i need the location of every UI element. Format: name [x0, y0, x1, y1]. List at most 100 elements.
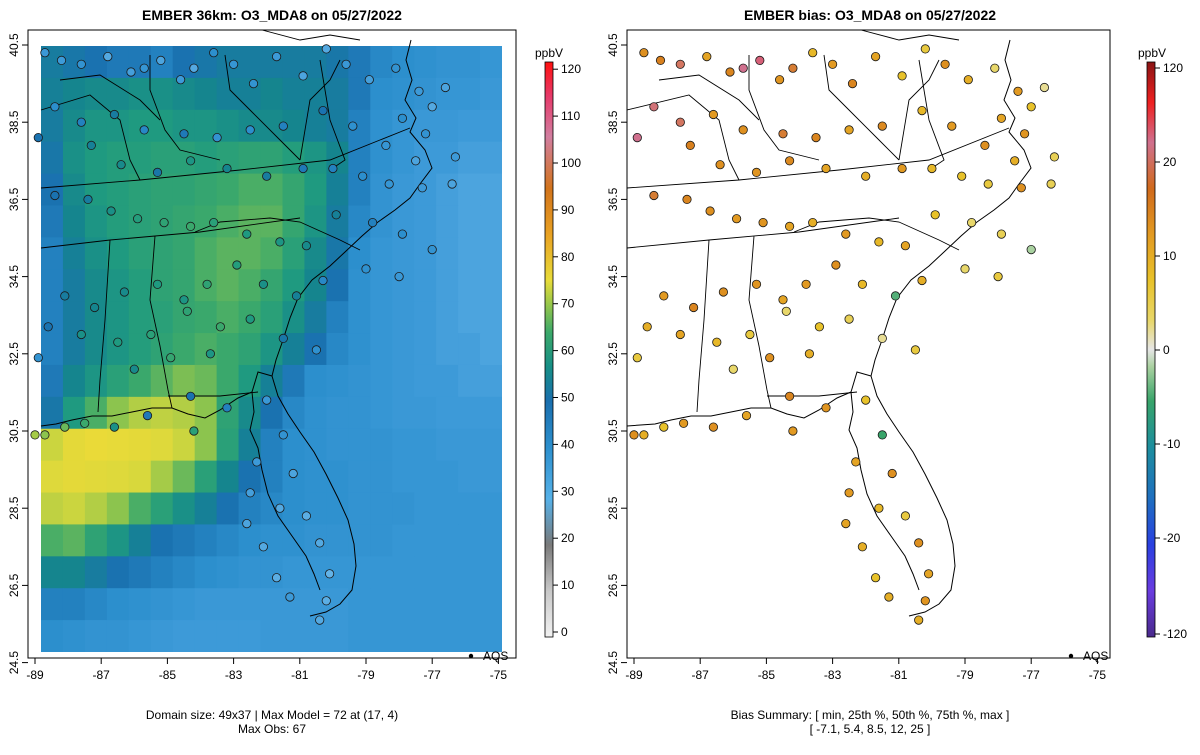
left-state-borders — [40, 30, 411, 413]
grid-cell — [458, 301, 481, 334]
obs-station-marker — [202, 279, 212, 289]
grid-cell — [62, 333, 86, 366]
bias-station-marker — [857, 279, 868, 289]
grid-cell — [282, 556, 306, 589]
grid-cell — [436, 364, 459, 398]
grid-cell — [480, 364, 502, 398]
right-colorbar — [1146, 61, 1156, 638]
grid-cell — [128, 333, 152, 366]
obs-station-marker — [328, 163, 338, 174]
obs-station-marker — [176, 75, 186, 85]
grid-cell — [282, 109, 306, 143]
bias-station-marker — [1049, 152, 1060, 162]
obs-station-marker — [179, 295, 189, 305]
grid-cell — [392, 428, 415, 462]
obs-station-marker — [189, 63, 199, 73]
grid-cell — [370, 301, 393, 334]
right-footer-line1: Bias Summary: [ min, 25th %, 50th %, 75t… — [731, 708, 1010, 722]
grid-cell — [436, 556, 459, 589]
grid-cell — [238, 492, 262, 526]
grid-cell — [458, 269, 481, 302]
bias-station-marker — [758, 218, 768, 228]
grid-cell — [106, 333, 130, 366]
grid-cell — [480, 301, 502, 334]
grid-cell — [172, 173, 196, 207]
grid-cell — [282, 173, 306, 207]
right-coastline — [627, 39, 1032, 617]
grid-cell — [282, 428, 306, 462]
x-tick-label: -79 — [357, 668, 375, 682]
colorbar-tick-label: 20 — [561, 531, 575, 545]
grid-cell — [106, 524, 130, 557]
grid-cell — [436, 269, 459, 302]
y-tick-label: 38.5 — [7, 110, 21, 134]
grid-cell — [458, 460, 481, 494]
grid-cell — [194, 620, 218, 652]
x-tick-label: -81 — [291, 668, 309, 682]
colorbar-tick-label: 70 — [561, 297, 575, 311]
grid-cell — [194, 524, 218, 557]
grid-cell — [62, 237, 86, 270]
grid-cell — [150, 141, 174, 175]
bias-station-marker — [755, 55, 765, 66]
obs-station-marker — [394, 271, 404, 282]
grid-cell — [84, 396, 108, 430]
grid-cell — [326, 460, 349, 494]
grid-cell — [128, 492, 152, 526]
grid-cell — [194, 141, 218, 175]
obs-station-marker — [113, 337, 123, 347]
grid-cell — [128, 77, 152, 111]
grid-cell — [84, 205, 108, 238]
grid-cell — [194, 588, 218, 621]
colorbar-tick-label: -120 — [1163, 627, 1187, 641]
bias-station-marker — [1019, 129, 1030, 139]
grid-cell — [194, 173, 218, 207]
bias-station-marker — [778, 295, 788, 305]
bias-station-marker — [1046, 179, 1056, 189]
obs-station-marker — [159, 218, 169, 228]
grid-cell — [370, 333, 393, 366]
obs-station-marker — [189, 426, 199, 436]
obs-station-marker — [275, 503, 285, 513]
grid-cell — [392, 77, 415, 111]
bias-station-marker — [930, 210, 940, 220]
obs-station-marker — [209, 48, 219, 58]
bias-station-marker — [659, 291, 669, 301]
obs-station-marker — [348, 121, 358, 131]
left-plot-frame — [27, 29, 517, 659]
grid-cell — [216, 620, 240, 652]
bias-station-marker — [774, 75, 785, 85]
grid-cell — [128, 524, 152, 557]
grid-cell — [458, 588, 481, 621]
grid-cell — [84, 460, 108, 494]
obs-station-marker — [50, 190, 60, 201]
grid-cell — [392, 524, 415, 557]
grid-cell — [216, 460, 240, 494]
obs-station-marker — [119, 287, 130, 297]
obs-station-marker — [275, 237, 285, 247]
bias-station-marker — [887, 468, 897, 479]
grid-cell — [392, 237, 415, 270]
grid-cell — [458, 237, 481, 270]
right-legend-label: AQS — [1083, 649, 1108, 663]
grid-cell — [216, 269, 240, 302]
grid-cell — [41, 109, 64, 143]
grid-cell — [238, 333, 262, 366]
grid-cell — [458, 556, 481, 589]
grid-cell — [282, 396, 306, 430]
grid-cell — [238, 460, 262, 494]
grid-cell — [370, 46, 393, 79]
bias-station-marker — [808, 48, 818, 58]
left-y-axis: 40.5 38.5 36.5 34.5 32.5 30.5 28.5 26.5 24.5 — [7, 33, 28, 674]
bias-station-marker — [983, 179, 993, 189]
bias-station-marker — [718, 287, 729, 297]
grid-cell — [326, 269, 349, 302]
bias-station-marker — [784, 156, 795, 166]
grid-cell — [326, 364, 349, 398]
grid-cell — [348, 173, 371, 207]
grid-cell — [304, 620, 327, 652]
grid-cell — [304, 301, 327, 334]
bias-station-marker — [874, 503, 884, 513]
grid-cell — [216, 141, 240, 175]
grid-cell — [172, 141, 196, 175]
